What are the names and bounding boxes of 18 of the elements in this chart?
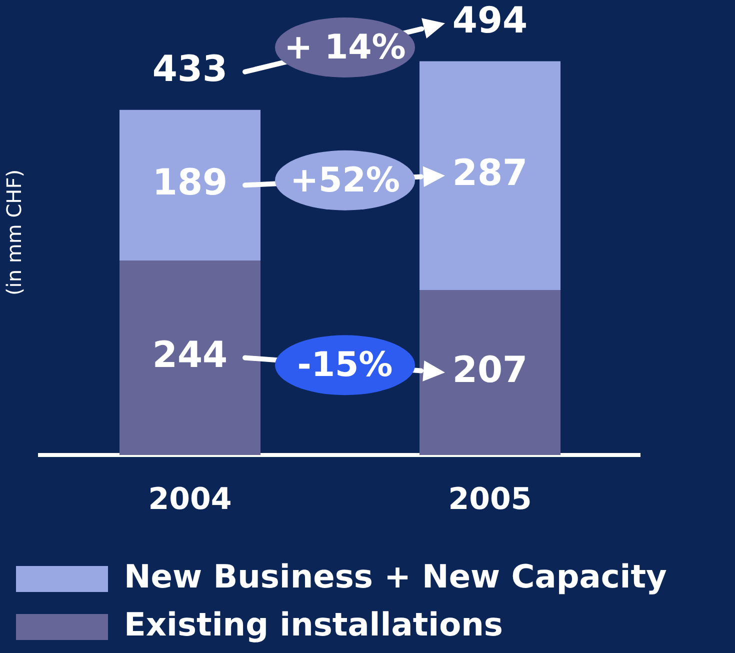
bar <box>120 110 260 260</box>
data-label: 287 <box>452 152 528 194</box>
legend-label: New Business + New Capacity <box>124 557 668 596</box>
bar <box>420 61 560 290</box>
total-label: 433 <box>152 49 228 90</box>
data-label: 244 <box>152 335 228 376</box>
data-label: 189 <box>152 162 228 204</box>
x-tick-label: 2005 <box>448 482 532 517</box>
annotation: + 14% <box>284 28 406 68</box>
total-label: 494 <box>452 0 528 42</box>
bar <box>120 260 260 455</box>
legend-label: Existing installations <box>124 605 503 644</box>
bar <box>420 290 560 455</box>
annotation: -15% <box>297 345 393 386</box>
data-label: 207 <box>452 350 528 391</box>
y-axis-title: (in mm CHF) <box>2 169 26 296</box>
x-tick-label: 2004 <box>148 482 232 517</box>
annotation: +52% <box>290 160 400 200</box>
